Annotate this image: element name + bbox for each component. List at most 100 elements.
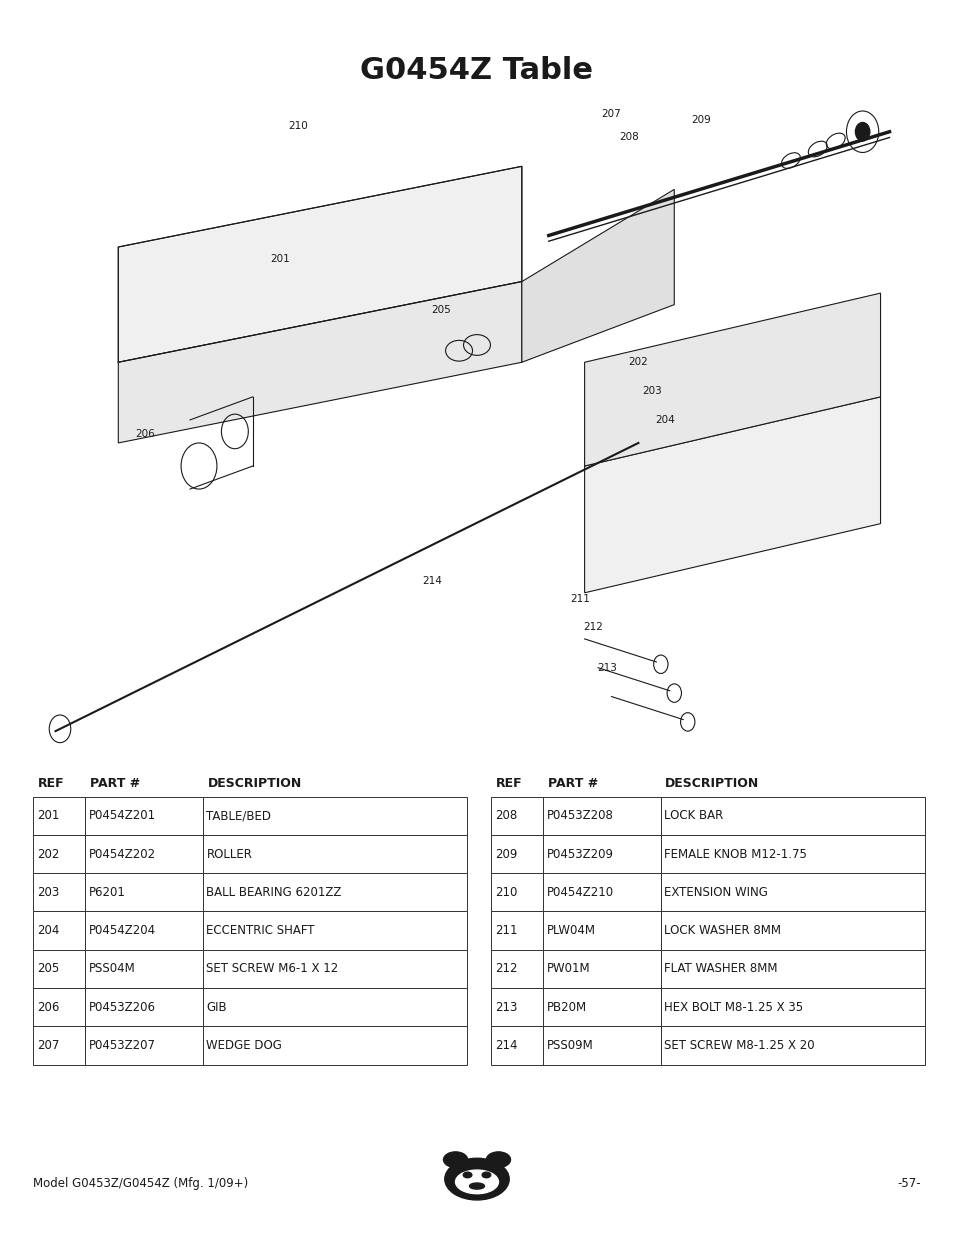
Text: 214: 214 (495, 1039, 517, 1052)
Text: 205: 205 (431, 305, 451, 315)
Bar (202, 873, 467, 911)
Bar (86, 873, 202, 911)
Bar (543, 835, 659, 873)
Text: PB20M: PB20M (547, 1000, 587, 1014)
Text: HEX BOLT M8-1.25 X 35: HEX BOLT M8-1.25 X 35 (663, 1000, 802, 1014)
Text: 203: 203 (641, 387, 661, 396)
Text: P6201: P6201 (90, 885, 126, 899)
Text: Model G0453Z/G0454Z (Mfg. 1/09+): Model G0453Z/G0454Z (Mfg. 1/09+) (33, 1177, 249, 1189)
Circle shape (444, 1158, 509, 1200)
Text: REF: REF (496, 777, 522, 790)
Bar (86, 1026, 202, 1065)
Bar (86, 835, 202, 873)
Bar (491, 797, 543, 835)
Bar (659, 797, 924, 835)
Bar (659, 988, 924, 1026)
Text: 208: 208 (495, 809, 517, 823)
Text: 203: 203 (37, 885, 59, 899)
Bar (33, 988, 86, 1026)
Bar (543, 873, 659, 911)
Bar (659, 1026, 924, 1065)
Text: 211: 211 (495, 924, 517, 937)
Text: 201: 201 (37, 809, 59, 823)
Bar (202, 797, 467, 835)
Text: DESCRIPTION: DESCRIPTION (207, 777, 301, 790)
Bar (86, 911, 202, 950)
Text: P0453Z208: P0453Z208 (547, 809, 614, 823)
Bar (202, 950, 467, 988)
Text: 206: 206 (135, 429, 155, 438)
Text: DESCRIPTION: DESCRIPTION (664, 777, 759, 790)
Text: ECCENTRIC SHAFT: ECCENTRIC SHAFT (206, 924, 314, 937)
Circle shape (463, 1172, 472, 1178)
Text: P0453Z206: P0453Z206 (90, 1000, 156, 1014)
Text: 207: 207 (601, 110, 620, 120)
Bar (202, 1026, 467, 1065)
Text: PART #: PART # (548, 777, 598, 790)
Bar (659, 835, 924, 873)
Bar (491, 950, 543, 988)
Text: PLW04M: PLW04M (547, 924, 596, 937)
Text: 210: 210 (288, 121, 307, 131)
Text: P0454Z204: P0454Z204 (90, 924, 156, 937)
Text: 211: 211 (570, 594, 590, 604)
Text: FEMALE KNOB M12-1.75: FEMALE KNOB M12-1.75 (663, 847, 806, 861)
Bar (491, 835, 543, 873)
Bar (86, 950, 202, 988)
Text: REF: REF (38, 777, 65, 790)
Ellipse shape (456, 1170, 497, 1194)
Bar (543, 988, 659, 1026)
Bar (33, 950, 86, 988)
Text: 208: 208 (618, 132, 639, 142)
Circle shape (481, 1172, 490, 1178)
Text: P0454Z201: P0454Z201 (90, 809, 156, 823)
Polygon shape (584, 293, 880, 466)
Text: LOCK BAR: LOCK BAR (663, 809, 723, 823)
Text: 213: 213 (495, 1000, 517, 1014)
Text: SET SCREW M8-1.25 X 20: SET SCREW M8-1.25 X 20 (663, 1039, 814, 1052)
Text: BALL BEARING 6201ZZ: BALL BEARING 6201ZZ (206, 885, 341, 899)
Bar (543, 911, 659, 950)
Bar (543, 797, 659, 835)
Text: 204: 204 (37, 924, 59, 937)
Text: FLAT WASHER 8MM: FLAT WASHER 8MM (663, 962, 777, 976)
Polygon shape (118, 167, 521, 362)
Text: 201: 201 (270, 253, 290, 263)
Text: 212: 212 (495, 962, 517, 976)
Bar (86, 988, 202, 1026)
Text: P0453Z209: P0453Z209 (547, 847, 614, 861)
Circle shape (855, 122, 869, 141)
Text: SET SCREW M6-1 X 12: SET SCREW M6-1 X 12 (206, 962, 338, 976)
Text: P0454Z202: P0454Z202 (90, 847, 156, 861)
Bar (543, 1026, 659, 1065)
Text: ROLLER: ROLLER (206, 847, 253, 861)
Text: PART #: PART # (91, 777, 140, 790)
Bar (33, 835, 86, 873)
Bar (86, 797, 202, 835)
Bar (659, 873, 924, 911)
Text: 206: 206 (37, 1000, 59, 1014)
Text: PSS09M: PSS09M (547, 1039, 594, 1052)
Text: EXTENSION WING: EXTENSION WING (663, 885, 767, 899)
Bar (659, 950, 924, 988)
Polygon shape (521, 189, 674, 362)
Text: TABLE/BED: TABLE/BED (206, 809, 272, 823)
Bar (33, 1026, 86, 1065)
Text: 209: 209 (691, 115, 710, 125)
Polygon shape (118, 282, 521, 443)
Bar (491, 911, 543, 950)
Text: WEDGE DOG: WEDGE DOG (206, 1039, 282, 1052)
Bar (202, 911, 467, 950)
Text: 212: 212 (583, 622, 603, 632)
Bar (491, 873, 543, 911)
Text: 204: 204 (655, 415, 675, 425)
Text: 205: 205 (37, 962, 59, 976)
Bar (491, 988, 543, 1026)
Text: 209: 209 (495, 847, 517, 861)
Bar (33, 873, 86, 911)
Bar (202, 988, 467, 1026)
Text: PSS04M: PSS04M (90, 962, 136, 976)
Text: LOCK WASHER 8MM: LOCK WASHER 8MM (663, 924, 781, 937)
Text: PW01M: PW01M (547, 962, 590, 976)
Ellipse shape (469, 1183, 484, 1189)
